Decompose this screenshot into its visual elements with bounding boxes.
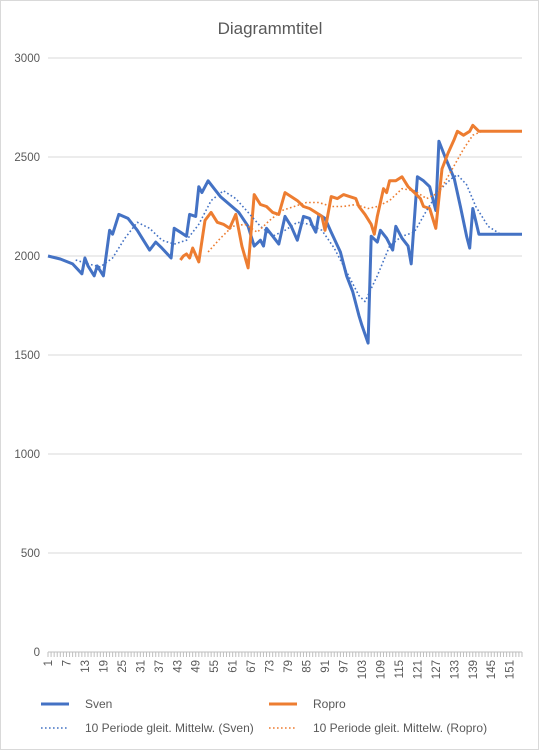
gridlines [48, 57, 522, 554]
x-tick-label: 103 [357, 660, 369, 679]
series-line-4 [207, 130, 522, 253]
legend: Sven Ropro 10 Periode gleit. Mittelw. (Sve… [41, 697, 487, 735]
x-tick-label: 73 [265, 660, 277, 673]
legend-label: Ropro [313, 697, 346, 711]
x-tick-label: 127 [431, 660, 443, 679]
y-tick-label: 0 [34, 647, 40, 659]
y-tick-label: 1000 [14, 449, 40, 461]
x-tick-label: 85 [302, 660, 314, 673]
y-tick-label: 1500 [14, 350, 40, 362]
x-tick-label: 151 [505, 660, 517, 679]
x-tick-label: 7 [61, 660, 73, 666]
x-tick-label: 145 [486, 660, 498, 679]
x-tick-label: 25 [117, 660, 129, 673]
y-tick-label: 500 [21, 548, 40, 560]
x-tick-label: 109 [375, 660, 387, 679]
x-tick-label: 97 [338, 660, 350, 673]
series-line-3 [75, 174, 513, 303]
y-tick-label: 2500 [14, 152, 40, 164]
x-tick-label: 37 [154, 660, 166, 673]
x-tick-label: 115 [394, 660, 406, 678]
axes: 0 500 1000 1500 2000 2500 3000 1 7 13 19 25 31 37 43 49… [14, 53, 523, 679]
series-line-1 [47, 139, 522, 345]
x-tick-label: 133 [449, 660, 461, 679]
x-tick-label: 61 [228, 660, 240, 673]
y-tick-label: 2000 [14, 251, 40, 263]
x-tick-label: 91 [320, 660, 332, 673]
x-tick-label: 139 [468, 660, 480, 679]
x-tick-label: 55 [209, 660, 221, 673]
x-tick-label: 19 [98, 660, 110, 673]
series-lines [47, 123, 522, 345]
chart-title: Diagrammtitel [218, 19, 323, 38]
x-tick-label: 79 [283, 660, 295, 673]
x-tick-label: 49 [191, 660, 203, 673]
legend-label: 10 Periode gleit. Mittelw. (Sven) [85, 721, 254, 735]
x-tick-label: 43 [172, 660, 184, 673]
x-tick-label: 1 [43, 660, 55, 666]
x-tick-label: 13 [80, 660, 92, 673]
legend-label: 10 Periode gleit. Mittelw. (Ropro) [313, 721, 487, 735]
series-line-2 [179, 123, 522, 270]
legend-label: Sven [85, 697, 112, 711]
y-tick-label: 3000 [14, 53, 40, 65]
x-tick-label: 121 [412, 660, 424, 679]
x-tick-label: 31 [135, 660, 147, 673]
x-tick-label: 67 [246, 660, 258, 673]
